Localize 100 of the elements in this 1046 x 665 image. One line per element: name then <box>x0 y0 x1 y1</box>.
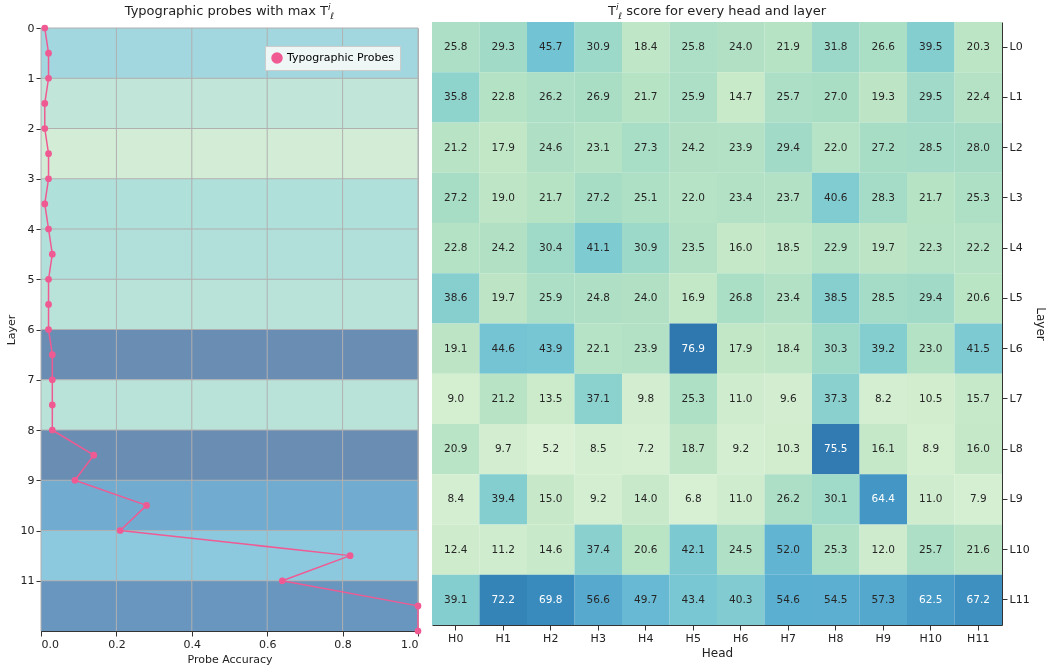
data-label: 12.0 <box>871 542 895 555</box>
data-label: 9.6 <box>779 391 797 404</box>
data-label: 25.7 <box>919 542 943 555</box>
data-label: 25.3 <box>966 190 990 203</box>
data-label: 18.5 <box>776 241 800 254</box>
y-tick-label: 11 <box>20 574 35 588</box>
data-label: 76.9 <box>681 341 705 354</box>
data-label: 20.9 <box>444 442 468 455</box>
data-label: 41.5 <box>966 341 990 354</box>
data-label: 21.2 <box>444 140 468 153</box>
data-label: 25.7 <box>776 90 800 103</box>
data-label: 9.2 <box>589 492 607 505</box>
data-label: 19.1 <box>444 341 468 354</box>
data-label: 23.0 <box>919 341 943 354</box>
data-label: 23.9 <box>634 341 658 354</box>
data-label: 49.7 <box>634 592 658 605</box>
x-tick-label: H10 <box>919 631 942 645</box>
data-label: 62.5 <box>919 592 943 605</box>
data-label: 25.1 <box>634 190 658 203</box>
y-tick-label: 4 <box>27 222 35 236</box>
data-label: 43.9 <box>539 341 563 354</box>
data-label: 22.0 <box>824 140 848 153</box>
data-label: 24.8 <box>586 291 610 304</box>
data-label: 19.0 <box>491 190 515 203</box>
y-tick-label: 0 <box>27 21 35 35</box>
data-label: 43.4 <box>681 592 706 605</box>
y-tick-label: 9 <box>27 473 35 487</box>
x-tick-label: 0.4 <box>183 637 202 651</box>
data-label: 25.3 <box>681 391 705 404</box>
data-label: 11.0 <box>919 492 943 505</box>
data-label: 21.7 <box>634 90 658 103</box>
data-label: 56.6 <box>586 592 611 605</box>
data-label: 29.4 <box>919 291 943 304</box>
data-label: 31.8 <box>824 40 848 53</box>
data-label: 24.2 <box>681 140 705 153</box>
data-label: 30.9 <box>586 40 610 53</box>
data-label: 30.4 <box>539 241 563 254</box>
data-label: 57.3 <box>871 592 895 605</box>
data-label: 10.3 <box>776 442 800 455</box>
x-tick-label: H8 <box>828 631 844 645</box>
data-label: 10.5 <box>919 391 943 404</box>
data-label: 45.7 <box>539 40 563 53</box>
data-label: 23.1 <box>586 140 610 153</box>
y-tick-label: L7 <box>1009 391 1023 405</box>
data-label: 17.9 <box>491 140 515 153</box>
data-label: 8.2 <box>874 391 892 404</box>
y-tick-label: L2 <box>1009 140 1023 154</box>
y-tick-label: 5 <box>27 272 35 286</box>
x-tick-label: 0.8 <box>334 637 352 651</box>
data-label: 11.2 <box>491 542 515 555</box>
data-label: 37.1 <box>586 391 610 404</box>
data-label: 13.5 <box>539 391 563 404</box>
data-label: 24.0 <box>634 291 658 304</box>
data-label: 22.0 <box>681 190 705 203</box>
data-label: 25.9 <box>539 291 563 304</box>
data-label: 22.8 <box>491 90 515 103</box>
x-tick-label: H9 <box>875 631 891 645</box>
y-tick-label: 7 <box>27 373 35 387</box>
data-label: 21.6 <box>966 542 991 555</box>
data-label: 14.0 <box>634 492 658 505</box>
data-label: 18.4 <box>776 341 801 354</box>
y-tick-label: L3 <box>1009 190 1023 204</box>
x-tick-label: H1 <box>495 631 511 645</box>
data-label: 16.0 <box>966 442 990 455</box>
data-label: 28.0 <box>966 140 990 153</box>
data-label: 38.5 <box>824 291 848 304</box>
data-label: 52.0 <box>776 542 800 555</box>
data-label: 30.3 <box>824 341 848 354</box>
data-label: 9.8 <box>637 391 655 404</box>
data-label: 23.7 <box>776 190 800 203</box>
x-tick-label: 1.0 <box>401 637 419 651</box>
data-label: 22.3 <box>919 241 943 254</box>
x-tick-label: H4 <box>638 631 654 645</box>
y-tick-label: L4 <box>1009 241 1023 255</box>
data-label: 24.2 <box>491 241 515 254</box>
data-label: 37.4 <box>586 542 611 555</box>
y-tick-label: L1 <box>1009 90 1023 104</box>
data-label: 14.7 <box>729 90 753 103</box>
data-label: 44.6 <box>491 341 516 354</box>
data-label: 19.3 <box>871 90 895 103</box>
data-label: 25.9 <box>681 90 705 103</box>
data-label: 69.8 <box>539 592 563 605</box>
data-label: 67.2 <box>966 592 990 605</box>
y-tick-label: 1 <box>27 71 35 85</box>
y-tick-label: L11 <box>1009 592 1030 606</box>
data-label: 11.0 <box>729 391 753 404</box>
data-label: 7.9 <box>969 492 987 505</box>
y-axis-title: Layer <box>4 314 18 346</box>
y-tick-label: L10 <box>1009 542 1030 556</box>
legend-label: Typographic Probes <box>286 51 395 64</box>
data-label: 5.2 <box>542 442 560 455</box>
data-label: 27.0 <box>824 90 848 103</box>
data-label: 38.6 <box>444 291 468 304</box>
data-label: 26.2 <box>776 492 800 505</box>
data-label: 22.8 <box>444 241 468 254</box>
data-label: 21.9 <box>776 40 800 53</box>
data-label: 23.4 <box>776 291 801 304</box>
data-label: 22.2 <box>966 241 990 254</box>
y-tick-label: L0 <box>1009 40 1023 54</box>
data-label: 21.2 <box>491 391 515 404</box>
